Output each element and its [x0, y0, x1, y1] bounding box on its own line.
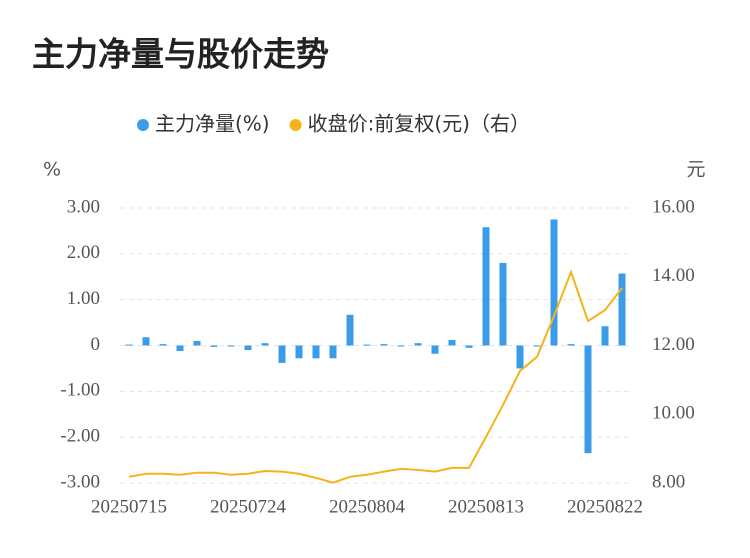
y-tick-label: 1.00 [67, 288, 100, 309]
y-unit: % [43, 159, 61, 181]
y2-tick-label: 14.00 [652, 265, 695, 286]
bar [176, 345, 184, 351]
x-tick-label: 20250715 [91, 496, 167, 517]
bar [414, 343, 422, 346]
bar [295, 345, 303, 359]
bar [601, 326, 609, 346]
y-tick-label: 0 [91, 334, 101, 355]
bar [125, 344, 133, 346]
bar [346, 314, 354, 346]
bar [244, 345, 252, 351]
bar [584, 345, 592, 454]
legend-marker [137, 119, 149, 131]
y-tick-label: 2.00 [67, 242, 100, 263]
bar [363, 344, 371, 346]
bar [210, 345, 218, 347]
price-line [128, 269, 623, 484]
y2-tick-label: 8.00 [652, 471, 685, 492]
bar [431, 345, 439, 354]
bar [516, 345, 524, 369]
y2-tick-label: 16.00 [652, 196, 695, 217]
bar [448, 340, 456, 346]
x-tick-label: 20250822 [567, 496, 643, 517]
bar [329, 345, 337, 359]
bar [482, 227, 490, 346]
bar [533, 345, 541, 347]
y-tick-label: -3.00 [60, 471, 100, 492]
legend-label: 收盘价:前复权(元)（右） [308, 112, 530, 136]
x-tick-label: 20250813 [448, 496, 524, 517]
bar [193, 340, 201, 346]
bar [397, 345, 405, 347]
bar [618, 273, 626, 346]
bar [380, 344, 388, 346]
y-tick-label: -1.00 [60, 380, 100, 401]
x-tick-label: 20250724 [210, 496, 287, 517]
bar [312, 345, 320, 359]
bar [227, 345, 235, 347]
bar [465, 345, 473, 348]
y2-tick-label: 12.00 [652, 334, 695, 355]
bar [278, 345, 286, 363]
bar [261, 343, 269, 346]
y2-unit: 元 [686, 159, 705, 181]
bar [159, 344, 167, 346]
bar [567, 344, 575, 346]
bar [550, 219, 558, 346]
x-tick-label: 20250804 [329, 496, 406, 517]
legend-marker [289, 119, 302, 131]
bar [499, 263, 507, 346]
y-tick-label: 3.00 [67, 196, 100, 217]
bar [142, 337, 150, 346]
legend-label: 主力净量(%) [155, 112, 270, 136]
y2-tick-label: 10.00 [652, 403, 695, 424]
chart-title: 主力净量与股价走势 [32, 35, 329, 74]
y-tick-label: -2.00 [60, 426, 100, 447]
